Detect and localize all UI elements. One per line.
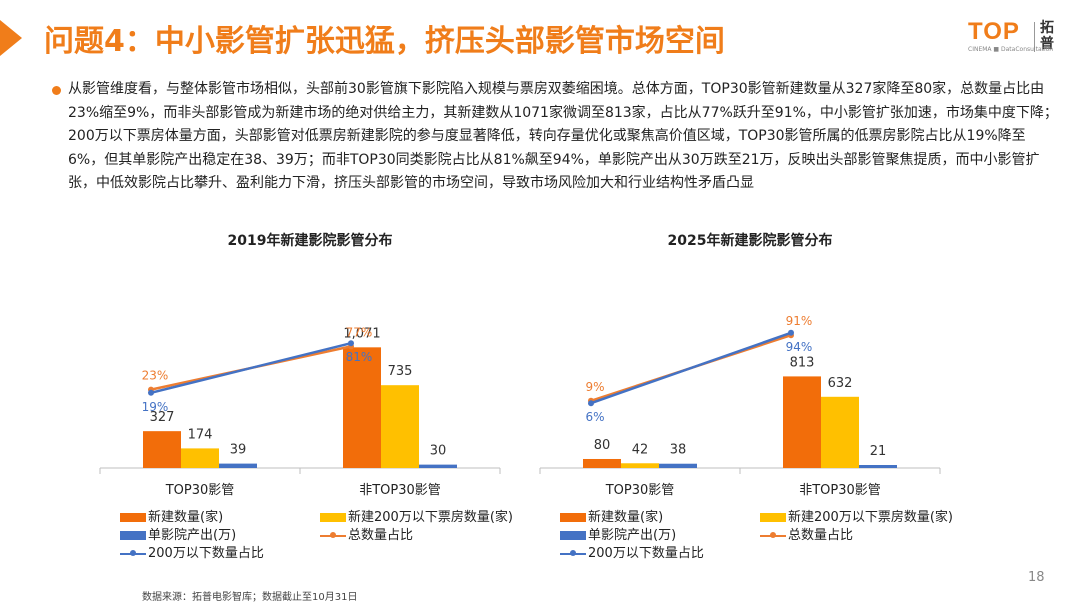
line-label-0-1: 91% — [786, 314, 813, 328]
category-label-1: 非TOP30影管 — [359, 483, 441, 498]
legend-swatch-line — [320, 531, 346, 538]
line-label-1-0: 6% — [585, 410, 604, 424]
legend-swatch-bar — [120, 531, 146, 540]
legend-item-3: 总数量占比 — [320, 524, 413, 543]
legend-label: 新建200万以下票房数量(家) — [348, 510, 513, 525]
line-label-1-1: 94% — [786, 340, 813, 354]
legend-label: 单影院产出(万) — [148, 528, 237, 543]
legend-label: 新建数量(家) — [588, 510, 664, 525]
logo-text: TOP — [968, 18, 1020, 45]
line-label-1-1: 81% — [346, 350, 373, 364]
line-1 — [150, 341, 352, 395]
legend-label: 单影院产出(万) — [588, 528, 677, 543]
legend-label: 新建数量(家) — [148, 510, 224, 525]
bar-1-1 — [821, 396, 859, 468]
bar-2-0 — [659, 463, 697, 468]
chart-title: 2019年新建影院影管分布 — [227, 233, 393, 249]
line-label-0-0: 9% — [585, 380, 604, 394]
bar-label-2-0: 39 — [230, 443, 247, 458]
bar-2-1 — [859, 465, 897, 468]
brand-logo: TOP 拓普 CINEMA ■ DataConsultation — [968, 16, 1068, 58]
chart-2025: 2025年新建影院影管分布 80 42 38 TOP30影管 813 632 21 非TOP3… — [520, 230, 980, 561]
bar-0-0 — [143, 431, 181, 468]
data-source-note: 数据来源：拓普电影智库；数据截止至10月31日 — [142, 592, 358, 603]
legend-item-0: 新建数量(家) — [560, 506, 663, 525]
bar-label-2-0: 38 — [670, 443, 687, 458]
bar-2-0 — [219, 463, 257, 468]
legend-swatch-line — [760, 531, 786, 538]
legend-label: 新建200万以下票房数量(家) — [788, 510, 953, 525]
legend-swatch-bar — [120, 513, 146, 522]
logo-subtitle: CINEMA ■ DataConsultation — [968, 46, 1054, 53]
chart-2019: 2019年新建影院影管分布 327 174 39 TOP30影管 1,071 735 30 非… — [80, 230, 540, 561]
bar-label-1-0: 174 — [188, 427, 213, 442]
logo-cn: 拓普 — [1040, 20, 1054, 52]
line-point-1-1 — [348, 340, 354, 347]
bar-label-0-1: 1,071 — [343, 326, 380, 341]
logo-divider — [1034, 22, 1035, 52]
line-label-1-0: 19% — [142, 400, 169, 414]
line-label-0-0: 23% — [142, 369, 169, 383]
legend-item-1: 新建200万以下票房数量(家) — [320, 506, 513, 525]
category-label-0: TOP30影管 — [605, 483, 675, 498]
legend-label: 总数量占比 — [788, 528, 854, 543]
bar-1-0 — [621, 463, 659, 468]
bar-label-1-1: 632 — [828, 376, 853, 391]
legend-swatch-bar — [320, 513, 346, 522]
legend-swatch-bar — [560, 513, 586, 522]
legend-item-3: 总数量占比 — [760, 524, 853, 543]
bar-1-0 — [181, 448, 219, 468]
legend-item-2: 单影院产出(万) — [560, 524, 676, 543]
bar-0-1 — [783, 376, 821, 468]
line-label-0-1: 77% — [346, 325, 373, 339]
page-number: 18 — [1028, 570, 1045, 585]
bar-label-1-0: 42 — [632, 442, 649, 457]
line-point-1-0 — [588, 400, 594, 407]
line-point-1-1 — [788, 329, 794, 336]
legend-swatch-line — [560, 549, 586, 556]
legend-item-1: 新建200万以下票房数量(家) — [760, 506, 953, 525]
legend-item-4: 200万以下数量占比 — [560, 542, 704, 561]
legend-item-2: 单影院产出(万) — [120, 524, 236, 543]
legend-label: 200万以下数量占比 — [148, 546, 264, 561]
bar-label-0-0: 80 — [594, 438, 611, 453]
chart-title: 2025年新建影院影管分布 — [667, 233, 833, 249]
bar-0-0 — [583, 458, 621, 468]
line-point-1-0 — [148, 389, 154, 396]
category-label-0: TOP30影管 — [165, 483, 235, 498]
legend-swatch-line — [120, 549, 146, 556]
chart-plot: 327 174 39 TOP30影管 1,071 735 30 非TOP30影管 23% 77% 1… — [99, 325, 501, 498]
chart-plot: 80 42 38 TOP30影管 813 632 21 非TOP30影管 9% 91% 6% 94% — [539, 314, 941, 498]
category-label-1: 非TOP30影管 — [799, 483, 881, 498]
line-1 — [590, 331, 792, 405]
legend-label: 总数量占比 — [348, 528, 414, 543]
bar-label-1-1: 735 — [388, 364, 413, 379]
bar-label-0-1: 813 — [790, 355, 815, 370]
legend-item-4: 200万以下数量占比 — [120, 542, 264, 561]
bar-label-2-1: 21 — [870, 444, 887, 459]
legend-swatch-bar — [760, 513, 786, 522]
legend-label: 200万以下数量占比 — [588, 546, 704, 561]
bar-label-2-1: 30 — [430, 444, 447, 459]
page-title: 问题4：中小影管扩张迅猛，挤压头部影管市场空间 — [44, 24, 725, 59]
legend-item-0: 新建数量(家) — [120, 506, 223, 525]
bar-2-1 — [419, 464, 457, 468]
bar-0-1 — [343, 347, 381, 468]
summary-paragraph: 从影管维度看，与整体影管市场相似，头部前30影管旗下影院陷入规模与票房双萎缩困境… — [68, 81, 1058, 191]
bar-1-1 — [381, 385, 419, 468]
bullet-dot-icon — [52, 86, 61, 95]
legend-swatch-bar — [560, 531, 586, 540]
corner-accent — [0, 20, 22, 56]
bar-label-0-0: 327 — [150, 410, 175, 425]
